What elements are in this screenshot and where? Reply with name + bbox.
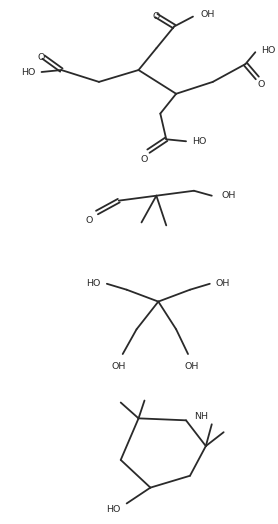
Text: OH: OH [185, 362, 199, 371]
Text: HO: HO [106, 505, 121, 514]
Text: HO: HO [86, 279, 101, 288]
Text: OH: OH [111, 362, 126, 371]
Text: HO: HO [21, 68, 36, 77]
Text: O: O [38, 53, 45, 62]
Text: OH: OH [216, 279, 230, 288]
Text: HO: HO [261, 46, 275, 54]
Text: OH: OH [222, 191, 236, 200]
Text: O: O [153, 12, 160, 20]
Text: NH: NH [194, 412, 208, 421]
Text: OH: OH [201, 10, 215, 19]
Text: HO: HO [192, 137, 206, 146]
Text: O: O [141, 155, 148, 164]
Text: O: O [86, 216, 93, 225]
Text: O: O [257, 80, 265, 89]
